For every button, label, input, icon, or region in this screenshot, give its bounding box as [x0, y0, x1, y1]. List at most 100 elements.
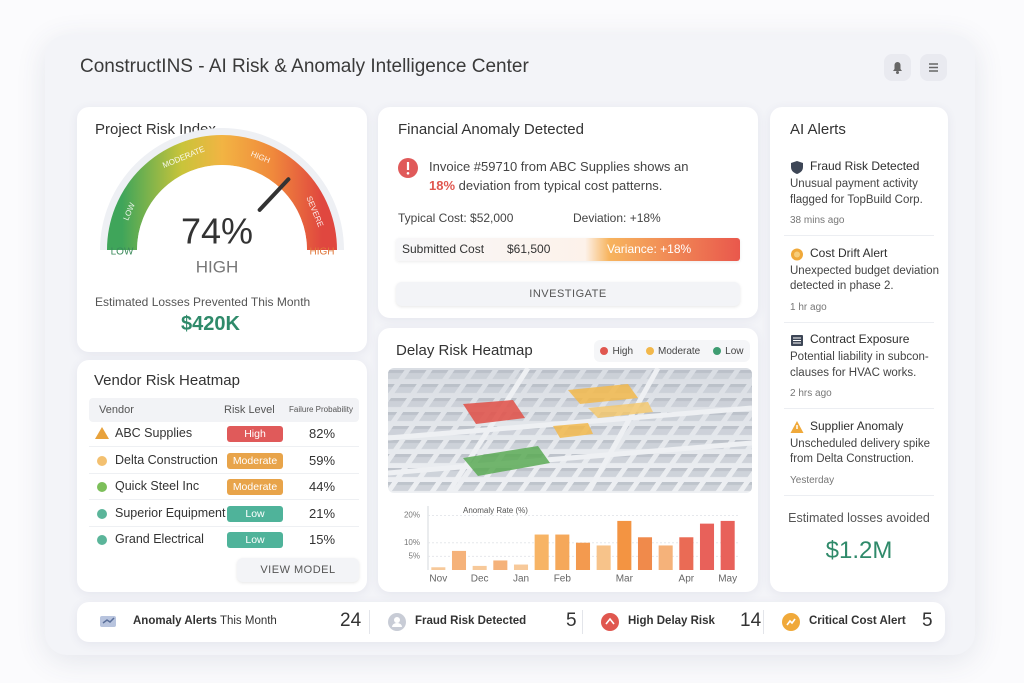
row-divider: [89, 472, 359, 474]
summary-sublabel: This Month: [219, 615, 277, 627]
summary-icon: [601, 613, 619, 631]
bar: [534, 534, 549, 570]
alert-icon: [791, 161, 803, 174]
row-icon: [97, 508, 107, 519]
summary-label-text: Critical Cost Alert: [809, 615, 906, 627]
bar: [472, 565, 487, 570]
table-header: [89, 398, 359, 422]
summary-bar: Anomaly Alerts This Month 24 Fraud Risk De…: [77, 602, 945, 642]
card-title: AI Alerts: [790, 121, 846, 138]
financial-card: Financial Anomaly Detected Invoice #5971…: [378, 107, 758, 318]
summary-divider: [369, 610, 370, 634]
bar: [513, 564, 529, 570]
legend-label: Moderate: [657, 345, 701, 357]
bar: [637, 537, 653, 570]
investigate-button[interactable]: INVESTIGATE: [396, 282, 740, 306]
x-tick-label: Mar: [616, 574, 634, 585]
summary-label: Fraud Risk Detected: [415, 615, 526, 627]
page-title: ConstructINS - AI Risk & Anomaly Intelli…: [80, 56, 529, 77]
summary-label-text: High Delay Risk: [628, 615, 715, 627]
failure-probability: 82%: [309, 426, 336, 441]
row-divider: [89, 525, 359, 527]
legend-swatch: [645, 347, 654, 355]
alert-title: Cost Drift Alert: [810, 245, 888, 260]
message-line: Invoice #59710 from ABC Supplies shows a…: [429, 159, 689, 174]
anomaly-chart: Anomaly Rate (%) 5% 10% 20% Nov Dec Jan Feb Mar A…: [404, 506, 738, 585]
gauge-arc: [107, 135, 337, 251]
vendor-card: Vendor Risk Heatmap Vendor Risk Level Fa…: [77, 360, 367, 592]
gauge-needle: [257, 177, 291, 212]
typical-cost: Typical Cost: $52,000: [398, 211, 514, 225]
bar: [555, 534, 570, 570]
column-header: Risk Level: [224, 404, 275, 416]
alert-divider: [784, 494, 934, 496]
row-icon: [97, 455, 107, 466]
legend-label: Low: [725, 345, 744, 357]
view-model-button[interactable]: VIEW MODEL: [237, 558, 359, 582]
summary-icon: [782, 613, 800, 631]
bar: [617, 520, 632, 570]
legend: High Moderate Low: [594, 340, 750, 362]
summary-icon: [388, 613, 406, 631]
vendor-name: Delta Construction: [115, 452, 218, 467]
summary-divider: [582, 610, 583, 634]
column-header: Failure Probability: [289, 405, 354, 414]
vendor-name: Superior Equipment: [115, 505, 226, 520]
y-tick-label: 20%: [404, 511, 420, 520]
alert-title: Contract Exposure: [810, 332, 910, 346]
bar: [596, 545, 611, 570]
alert-icon: [398, 158, 418, 178]
alert-title: Fraud Risk Detected: [810, 159, 920, 173]
alert-time: 1 hr ago: [790, 301, 827, 313]
summary-count: 24: [340, 610, 362, 631]
submitted-label: Submitted Cost: [402, 242, 485, 256]
losses-value: $420K: [181, 313, 240, 335]
row-icon: [97, 482, 107, 492]
menu-icon: [929, 63, 938, 72]
x-tick-label: Apr: [679, 574, 695, 585]
column-header: Vendor: [99, 404, 134, 416]
summary-divider: [763, 610, 764, 634]
y-tick-label: 10%: [404, 538, 420, 547]
bar: [451, 550, 467, 570]
gauge-level: HIGH: [196, 257, 239, 276]
moderate-zone: [568, 384, 638, 404]
legend-label: High: [612, 345, 634, 357]
risk-badge: Moderate: [227, 479, 283, 495]
row-divider: [89, 499, 359, 500]
bell-icon: [893, 62, 902, 74]
card-title: Vendor Risk Heatmap: [94, 372, 240, 389]
legend-item: Moderate: [645, 345, 701, 357]
row-icon: [97, 535, 107, 545]
vendor-name: Quick Steel Inc: [115, 479, 200, 493]
legend-swatch: [713, 347, 722, 355]
menu-button[interactable]: [920, 54, 947, 81]
alert-text: flagged for TopBuild Corp.: [790, 193, 923, 206]
x-tick-label: Jan: [513, 574, 529, 585]
summary-count: 5: [566, 610, 577, 631]
moderate-zone: [553, 423, 593, 438]
card-title: Financial Anomaly Detected: [398, 121, 584, 138]
alert-title: Supplier Anomaly: [810, 418, 904, 433]
bell-button[interactable]: [884, 54, 911, 81]
deviation: Deviation: +18%: [573, 211, 661, 225]
summary-label: Anomaly Alerts This Month: [133, 615, 277, 627]
risk-badge: Moderate: [227, 452, 283, 469]
alert-text: clauses for HVAC works.: [790, 366, 917, 379]
losses-label: Estimated Losses Prevented This Month: [95, 295, 311, 309]
bar: [658, 545, 673, 570]
highlight: 18%: [429, 178, 456, 193]
bar: [679, 537, 694, 570]
high-zone: [463, 400, 525, 424]
bar: [431, 567, 446, 570]
card-title: Delay Risk Heatmap: [396, 342, 533, 359]
alert-text: detected in phase 2.: [790, 280, 894, 292]
summary-label: High Delay Risk: [628, 615, 715, 627]
alerts-card: AI Alerts Estimated losses avoided $1.2M…: [770, 107, 948, 592]
alert-divider: [784, 408, 934, 409]
alert-icon: [791, 335, 803, 346]
alert-time: Yesterday: [790, 474, 835, 486]
submitted-value: $61,500: [507, 242, 551, 256]
alert-text: from Delta Construction.: [790, 453, 914, 465]
